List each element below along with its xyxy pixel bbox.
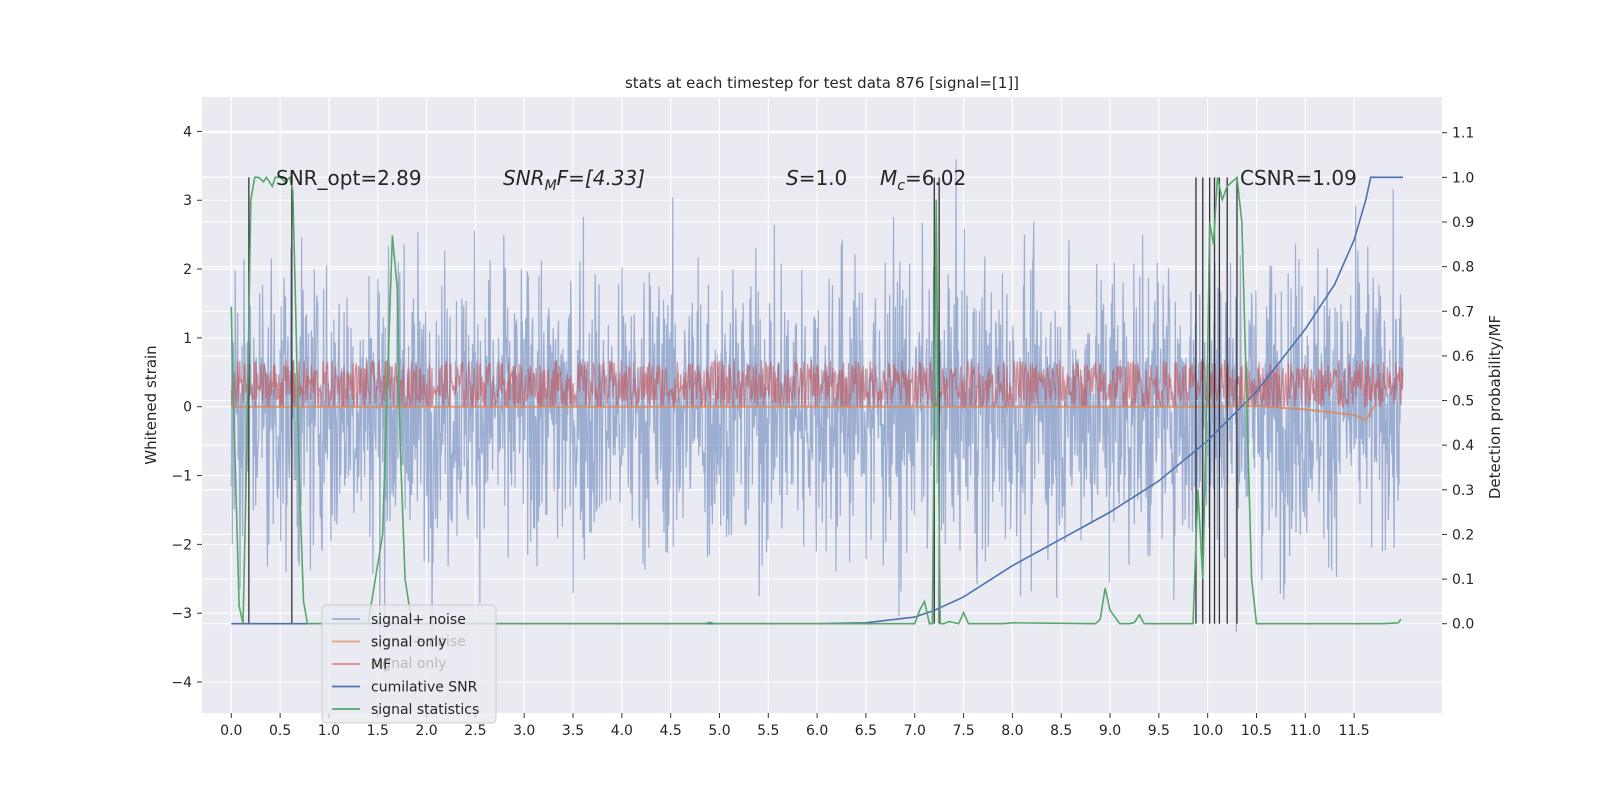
x-tick-label: 9.0 xyxy=(1099,723,1121,739)
x-tick-label: 4.0 xyxy=(611,723,633,739)
annotations: SNR_opt=2.89 SNRMF=[4.33] S=1.0 Mc=6.02 … xyxy=(276,166,1357,194)
annotation-s: S=1.0 xyxy=(786,166,847,190)
y-tick-label: −3 xyxy=(171,606,192,622)
x-tick-label: 2.5 xyxy=(464,723,486,739)
signal-only-line xyxy=(231,405,1375,422)
annotation-snr-mf: SNRMF=[4.33] xyxy=(503,166,645,194)
x-tick-label: 6.0 xyxy=(806,723,828,739)
y-tick-label: −1 xyxy=(171,469,192,485)
x-tick-label: 5.5 xyxy=(757,723,779,739)
legend-label: signal statistics xyxy=(371,702,479,718)
x-tick-label: 3.5 xyxy=(562,723,584,739)
y2-tick-label: 0.7 xyxy=(1452,304,1474,320)
x-tick-label: 7.5 xyxy=(952,723,974,739)
x-tick-label: 1.0 xyxy=(318,723,340,739)
chart-title: stats at each timestep for test data 876… xyxy=(625,74,1019,92)
y-tick-label: 3 xyxy=(183,193,192,209)
series-signal-only xyxy=(231,405,1375,422)
y2-tick-label: 0.3 xyxy=(1452,483,1474,499)
legend-ghost-label: signal only xyxy=(371,656,446,672)
y-tick-label: 4 xyxy=(183,124,192,140)
y-tick-label: −4 xyxy=(171,675,192,691)
signal-statistics-line xyxy=(230,175,1402,625)
mf-line xyxy=(230,358,1404,410)
y2-tick-label: 0.2 xyxy=(1452,527,1474,543)
vertical-markers xyxy=(248,177,1238,624)
y2-tick-label: 1.0 xyxy=(1452,170,1474,186)
x-tick-label: 4.5 xyxy=(660,723,682,739)
x-tick-label: 8.0 xyxy=(1001,723,1023,739)
y-tick-label: −2 xyxy=(171,537,192,553)
x-tick-label: 3.0 xyxy=(513,723,535,739)
y2-tick-label: 0.5 xyxy=(1452,394,1474,410)
legend-ghost-label: signal+ noise xyxy=(371,634,466,650)
legend-ghost-labels: signal+ noise signal only xyxy=(371,634,466,672)
y2-axis-label: Detection probability/MF xyxy=(1486,315,1504,499)
x-tick-label: 11.5 xyxy=(1339,723,1370,739)
x-tick-label: 0.0 xyxy=(220,723,242,739)
annotation-mc: Mc=6.02 xyxy=(880,166,966,194)
y2-tick-label: 0.4 xyxy=(1452,438,1474,454)
x-tick-label: 7.0 xyxy=(904,723,926,739)
series-signal-statistics xyxy=(230,175,1402,625)
y2-tick-label: 0.9 xyxy=(1452,215,1474,231)
annotation-csnr: CSNR=1.09 xyxy=(1240,166,1357,190)
y2-tick-label: 0.6 xyxy=(1452,349,1474,365)
legend-label: signal+ noise xyxy=(371,612,466,628)
series-mf xyxy=(230,358,1404,410)
legend-label: MF xyxy=(371,657,391,673)
cumulative-snr-line xyxy=(231,176,1403,625)
legend-label: signal only xyxy=(371,635,446,651)
y-tick-label: 0 xyxy=(183,400,192,416)
series-cumulative-snr xyxy=(231,176,1403,625)
axis-ticks: 0.0 0.5 1.0 1.5 2.0 2.5 3.0 3.5 4.0 4.5 5.0 5.5 6.0 6… xyxy=(171,124,1474,739)
x-tick-label: 6.5 xyxy=(855,723,877,739)
legend: signal+ noise signal only signal+ noises… xyxy=(321,604,497,724)
x-tick-label: 1.5 xyxy=(367,723,389,739)
annotation-snr-opt: SNR_opt=2.89 xyxy=(276,166,422,190)
x-tick-label: 10.5 xyxy=(1241,723,1272,739)
y2-tick-label: 0.1 xyxy=(1452,572,1474,588)
x-tick-label: 5.0 xyxy=(708,723,730,739)
legend-box xyxy=(321,604,497,724)
y2-tick-label: 1.1 xyxy=(1452,126,1474,142)
y-axis-label: Whitened strain xyxy=(142,345,160,464)
x-tick-label: 9.5 xyxy=(1148,723,1170,739)
y-tick-label: 1 xyxy=(183,331,192,347)
x-tick-label: 8.5 xyxy=(1050,723,1072,739)
y2-tick-label: 0.0 xyxy=(1452,617,1474,633)
y2-tick-label: 0.8 xyxy=(1452,260,1474,276)
x-tick-label: 0.5 xyxy=(269,723,291,739)
x-tick-label: 2.0 xyxy=(415,723,437,739)
x-tick-label: 10.0 xyxy=(1192,723,1223,739)
y-tick-label: 2 xyxy=(183,262,192,278)
x-tick-label: 11.0 xyxy=(1290,723,1321,739)
legend-label: cumilative SNR xyxy=(371,680,478,696)
